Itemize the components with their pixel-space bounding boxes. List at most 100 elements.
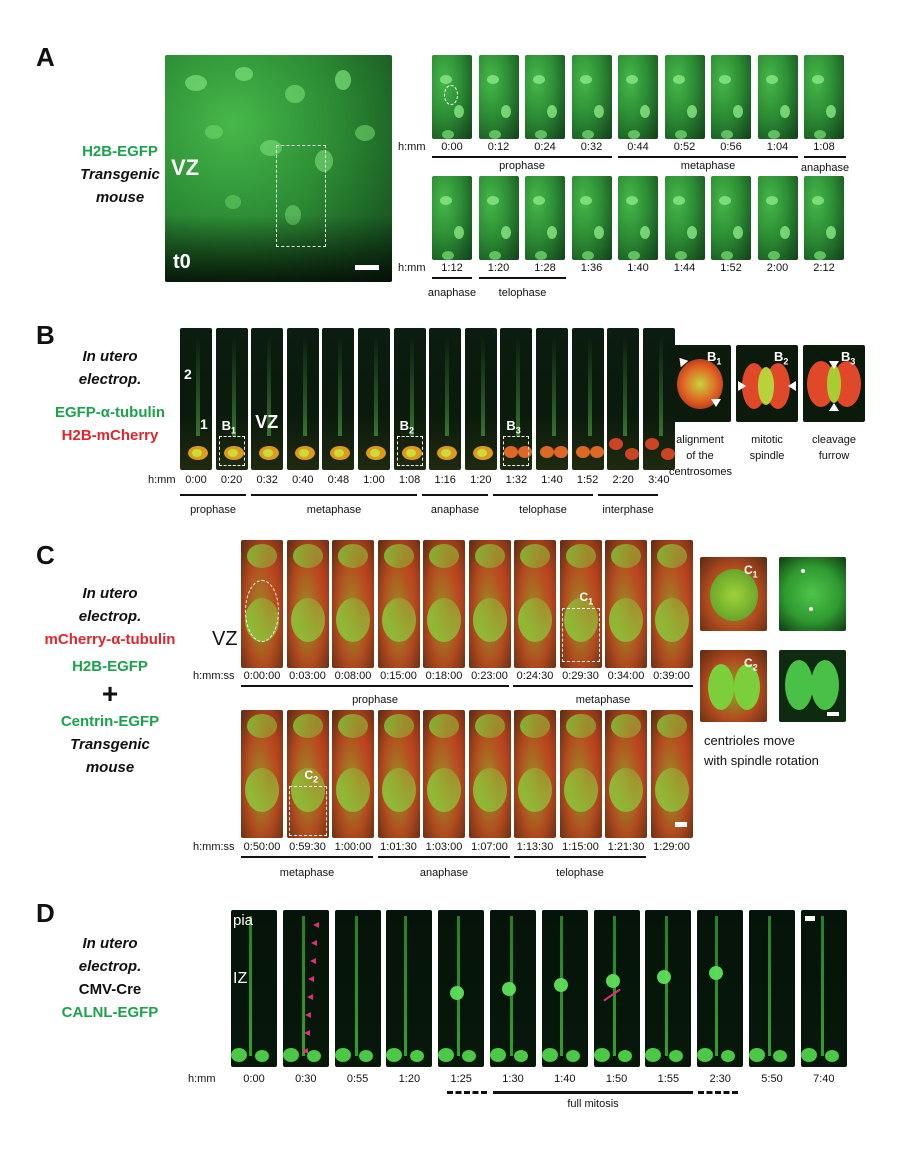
panel-b-time-label: 1:20: [470, 474, 492, 486]
panel-c-row2-time-label: 1:15:00: [562, 841, 599, 853]
panel-a-row1-frame: [757, 55, 798, 139]
panel-a-unit-row2: h:mm: [398, 262, 426, 274]
panel-c-row2-time-label: 1:00:00: [334, 841, 372, 853]
phase-label-a-prophase: prophase: [499, 160, 545, 172]
panel-a-row2-frame: [478, 176, 519, 260]
panel-d-frame: [386, 910, 433, 1067]
panel-a-row2-frame: [664, 176, 705, 260]
panel-a-row2-frame: [711, 176, 751, 260]
panel-b-frame: [286, 328, 319, 470]
panel-c-row1-frame: [650, 540, 693, 668]
fiber: [715, 916, 719, 1056]
panel-a-row1-frame: [525, 55, 565, 139]
panel-d-frame: [800, 910, 847, 1067]
panel-b-frame: [536, 328, 568, 470]
arrowhead: [305, 1012, 312, 1018]
panel-b-time-label: 1:52: [576, 474, 599, 486]
condition-c-1: electrop.: [78, 608, 142, 625]
panel-d-frame: [490, 910, 536, 1067]
panel-c-row1-frame: [332, 540, 374, 668]
red-haze: [559, 710, 602, 838]
phase-bar-d-right-dash: [698, 1091, 738, 1094]
roi-ellipse: [245, 580, 279, 642]
fiber: [409, 336, 414, 436]
phase-bar-a-prophase: [432, 156, 612, 158]
panel-c-row2-time-label: 0:59:30: [289, 841, 326, 853]
panel-c-row2-time-label: 1:21:30: [607, 841, 645, 853]
panel-c-row1-frame: [241, 540, 283, 668]
phase-label-c-anaphase: anaphase: [419, 867, 469, 879]
phase-bar-b-prophase: [180, 494, 246, 496]
inset-c2-green: [779, 650, 846, 722]
panel-a-row1-frame: [664, 55, 705, 139]
inset-b1-sub: 1: [716, 356, 722, 367]
condition-d-0: In utero: [82, 935, 138, 952]
panel-d-time-label: 1:50: [605, 1073, 628, 1085]
panel-a-row2-time-label: 1:36: [580, 262, 603, 274]
inset-b2-caption: mitotic spindle: [736, 432, 798, 464]
fiber: [665, 916, 669, 1056]
frame-label: C2: [304, 768, 319, 785]
overview-time-label: t0: [173, 251, 191, 273]
frame-label: 2: [184, 366, 192, 382]
caption-b1-2: centrosomes: [669, 466, 732, 478]
panel-d-frame: [541, 910, 588, 1067]
panel-a-row1-time-label: 0:44: [627, 141, 649, 153]
caption-b2-0: mitotic: [751, 434, 783, 446]
condition-c-2: mCherry-α-tubulin: [44, 631, 176, 648]
panel-a-row1-frame: [804, 55, 844, 139]
panel-c-row1-time-label: 0:18:00: [425, 670, 463, 682]
panel-a-row2-frame: [618, 176, 658, 260]
fiber: [301, 916, 305, 1056]
panel-d-frame: [645, 910, 692, 1067]
red-haze: [514, 540, 556, 668]
panel-c-row2-frame: [332, 710, 374, 838]
inset-c-caption: centrioles move with spindle rotation: [704, 731, 819, 771]
panel-c-row2-frame: [605, 710, 647, 838]
phase-label-b-interphase: interphase: [602, 504, 654, 516]
panel-d-label: D: [36, 898, 55, 928]
panel-c-row2-time-label: 0:50:00: [243, 841, 281, 853]
panel-d-frame: [749, 910, 795, 1067]
panel-c-row1-time-label: 0:24:30: [516, 670, 554, 682]
panel-d-time-label: 1:25: [450, 1073, 472, 1085]
panel-a-row1-time-label: 0:32: [580, 141, 603, 153]
frame-label: C1: [579, 590, 594, 607]
caption-b1-0: alignment: [676, 434, 724, 446]
panel-a-row1-frame: [432, 55, 472, 139]
panel-c-condition: In utero electrop. mCherry-α-tubulin H2B…: [30, 582, 190, 779]
panel-b-frame: B2: [393, 328, 426, 470]
panel-c-unit-row1: h:mm:ss: [193, 670, 235, 682]
panel-a-row1-time-label: 0:12: [487, 141, 510, 153]
condition-b-1: electrop.: [78, 371, 142, 388]
caption-b3-1: furrow: [818, 450, 850, 462]
frame-label: B3: [506, 418, 521, 436]
panel-c-row2-frame: [423, 710, 465, 838]
panel-a-row1-frame: [478, 55, 519, 139]
fiber: [623, 336, 628, 436]
inset-b1: B1: [669, 345, 731, 422]
red-haze: [605, 710, 647, 838]
panel-d-frame: pia IZ: [231, 910, 277, 1067]
panel-b-frame: B3: [500, 328, 533, 470]
scale-bar: [674, 822, 687, 827]
phase-bar-c-prophase: [241, 685, 509, 687]
panel-c-row2-frame: [650, 710, 693, 838]
red-haze: [377, 540, 420, 668]
panel-c-row2-time-label: 1:03:00: [425, 841, 463, 853]
arrowhead: [303, 1030, 310, 1036]
panel-c-row1-time-label: 0:15:00: [380, 670, 417, 682]
fiber: [231, 336, 236, 436]
phase-label-c-telophase: telophase: [556, 867, 604, 879]
panel-c-row1-time-label: 0:00:00: [243, 670, 281, 682]
panel-b-condition: In utero electrop. EGFP-α-tubulin H2B-mC…: [40, 345, 180, 447]
panel-a-row2-time-label: 2:00: [766, 262, 789, 274]
panel-b-time-label: 1:40: [541, 474, 563, 486]
arrowhead: [311, 940, 318, 946]
frame-label: VZ: [255, 412, 279, 432]
phase-label-a-metaphase: metaphase: [680, 160, 736, 172]
panel-c-row2-frame: [468, 710, 511, 838]
panel-d-time-label: 2:30: [709, 1073, 731, 1085]
panel-c-row1-frame: [514, 540, 556, 668]
